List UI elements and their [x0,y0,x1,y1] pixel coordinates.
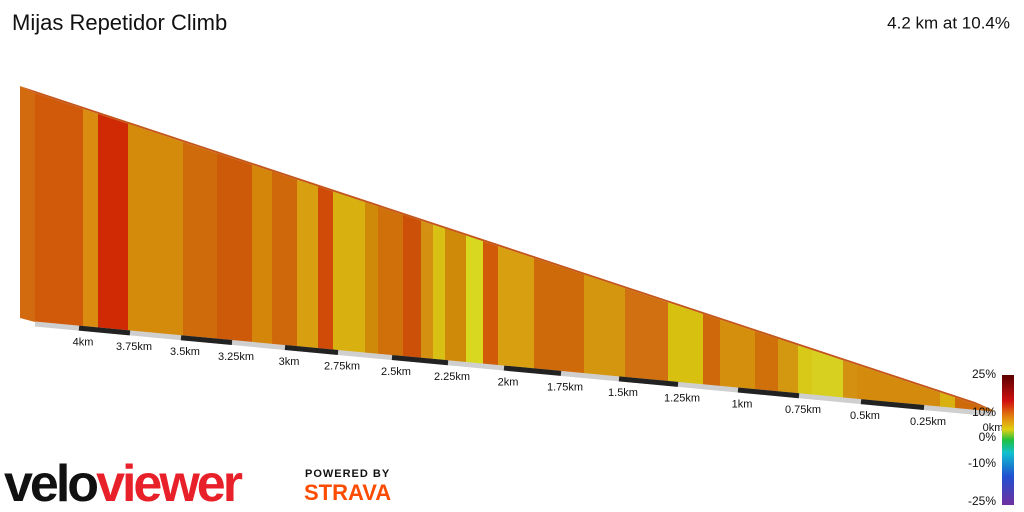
base-segment [78,325,131,336]
base-segment [180,335,233,345]
strips [35,93,993,412]
gradient-strip [703,314,720,387]
distance-label: 0km [983,422,1004,434]
gradient-scale [1002,375,1014,505]
gradient-strip [297,179,318,349]
distance-label: 2.5km [381,366,411,378]
logo-viewer: viewer [96,455,243,512]
gradient-strip [445,228,466,363]
summary: 4.2 km at 10.4% [887,13,1010,32]
profile-top [20,86,993,410]
distance-label: 1.75km [547,382,583,394]
distance-label: 3km [279,356,300,368]
distance-label: 1.25km [664,393,700,405]
gradient-strip [755,331,778,392]
gradient-strip [421,220,433,360]
gradient-strip [252,164,272,345]
distance-label: 0.75km [785,404,821,416]
distance-label: 3.5km [170,346,200,358]
legend-label: 0% [979,430,997,444]
gradient-strip [798,345,812,395]
gradient-strip [183,141,217,340]
gradient-strip [812,350,843,398]
profile-side [20,86,35,322]
gradient-strip [433,224,445,361]
strava: STRAVA [304,480,391,505]
distance-labels: 4km 3.75km 3.5km 3.25km 3km 2.75km 2.5km 2.25km… [73,325,1004,434]
base-segment [284,344,339,355]
base-segment [618,376,679,387]
gradient-strip [98,113,128,331]
distance-label: 2km [498,376,519,388]
distance-label: 4km [73,336,94,348]
gradient-strip [955,397,993,412]
profile [20,86,994,417]
gradient-strip [365,202,378,355]
logo: veloviewer [4,455,243,512]
distance-label: 0.5km [850,410,880,422]
gradient-strip [272,171,297,347]
legend-label: -10% [968,456,996,470]
gradient-strip [378,206,403,357]
gradient-strip [720,319,755,390]
gradient-strip [403,214,421,359]
gradient-strip [857,364,940,408]
distance-label: 1km [732,398,753,410]
powered-by: POWERED BY [305,468,390,480]
base-segment [391,355,449,366]
gradient-strip [83,108,98,328]
gradient-strip [333,191,365,354]
logo-velo: velo [4,455,97,512]
base-segment [860,399,925,411]
title: Mijas Repetidor Climb [12,10,227,35]
gradient-strip [217,153,252,343]
gradient-strip [483,241,498,366]
distance-label: 2.25km [434,371,470,383]
distance-label: 2.75km [324,361,360,373]
legend-label: 10% [972,405,996,419]
distance-label: 0.25km [910,416,946,428]
gradient-strip [35,93,83,327]
gradient-strip [940,392,955,409]
gradient-strip [668,302,703,385]
base-segment [737,387,800,399]
legend-label: -25% [968,494,996,508]
gradient-strip [843,360,857,400]
base-segment [503,365,562,376]
gradient-strip [534,258,584,374]
distance-label: 1.5km [608,387,638,399]
legend: 25% 10% 0% -10% -25% [968,367,996,508]
gradient-strip [584,274,625,378]
distance-label: 3.25km [218,351,254,363]
gradient-strip [128,123,183,336]
gradient-strip [498,246,534,369]
gradient-strip [466,235,483,365]
gradient-strip [318,186,333,350]
gradient-strip [625,288,668,382]
gradient-strip [778,338,798,394]
distance-label: 3.75km [116,341,152,353]
legend-label: 25% [972,367,996,381]
